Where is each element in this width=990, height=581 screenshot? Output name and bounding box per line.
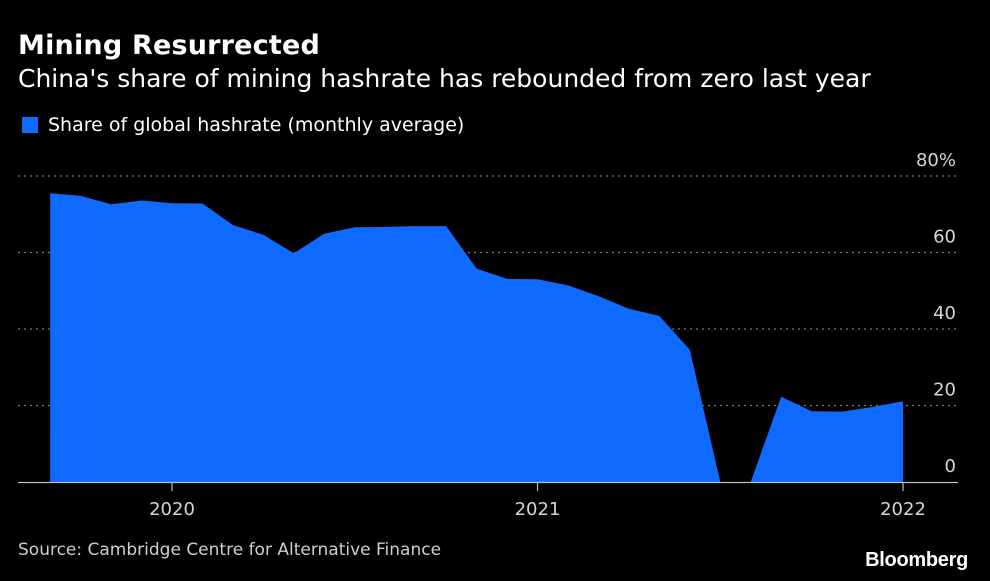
- y-tick-labels: 80% 60 40 20 0: [916, 150, 956, 477]
- y-tick-label-20: 20: [933, 380, 956, 401]
- x-tick-labels: 2020 2021 2022: [149, 499, 926, 520]
- area-series-0: [50, 193, 903, 482]
- area-series: [50, 193, 903, 482]
- source-note: Source: Cambridge Centre for Alternative…: [18, 540, 442, 560]
- chart-subtitle: China's share of mining hashrate has reb…: [18, 64, 871, 93]
- legend-swatch: [22, 117, 38, 133]
- y-tick-label-0: 0: [945, 456, 956, 477]
- legend-label: Share of global hashrate (monthly averag…: [48, 114, 465, 136]
- x-tick-label-2021: 2021: [515, 499, 561, 520]
- y-tick-label-60: 60: [933, 227, 956, 248]
- y-tick-label-40: 40: [933, 303, 956, 324]
- x-axis: [18, 481, 958, 491]
- chart-title: Mining Resurrected: [18, 30, 321, 61]
- x-tick-label-2022: 2022: [880, 499, 926, 520]
- bloomberg-logo: Bloomberg: [865, 549, 968, 571]
- x-tick-label-2020: 2020: [149, 499, 195, 520]
- legend: Share of global hashrate (monthly averag…: [22, 114, 464, 136]
- y-tick-label-80: 80%: [916, 150, 956, 171]
